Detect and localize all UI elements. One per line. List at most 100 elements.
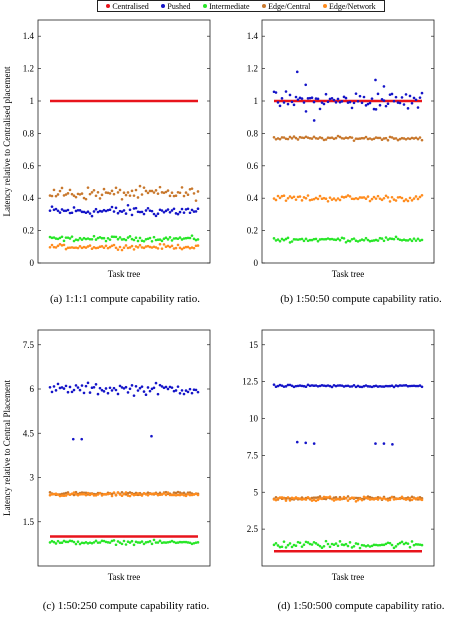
series-edge-central-point — [412, 137, 416, 140]
series-pushed-point — [280, 384, 284, 387]
series-intermediate-point — [110, 539, 114, 543]
series-edge-central-point — [298, 135, 302, 139]
series-pushed-point — [388, 93, 392, 96]
series-pushed-point — [140, 210, 144, 214]
series-intermediate-point — [332, 238, 336, 241]
series-edge-central-point — [274, 496, 278, 499]
caption-c: (c) 1:50:250 compute capability ratio. — [42, 600, 210, 612]
series-pushed-point — [54, 207, 58, 211]
series-edge-network-point — [360, 498, 364, 502]
series-pushed-point — [48, 209, 52, 212]
series-edge-network-point — [104, 492, 108, 496]
series-intermediate-point — [354, 239, 358, 242]
series-edge-network-point — [406, 199, 410, 203]
series-pushed-point — [300, 384, 304, 388]
series-intermediate-point — [404, 541, 408, 545]
series-edge-network-point — [322, 196, 326, 200]
series-pushed-point — [176, 212, 180, 216]
series-intermediate-point — [142, 542, 146, 546]
y-tick-label: 0.2 — [23, 226, 34, 236]
series-edge-network-point — [88, 244, 92, 247]
series-edge-central-point — [96, 190, 100, 194]
plot-frame — [261, 19, 435, 264]
series-pushed-point — [414, 384, 418, 388]
series-intermediate-point — [352, 237, 356, 240]
series-edge-central-point — [174, 491, 178, 495]
series-pushed-point — [76, 386, 80, 389]
series-intermediate-point — [294, 238, 298, 241]
series-pushed-point — [378, 384, 382, 388]
series-edge-central-point — [418, 136, 422, 139]
series-edge-network-point — [160, 493, 164, 496]
series-intermediate-point — [138, 541, 142, 544]
series-edge-network-point — [186, 245, 190, 249]
series-intermediate-point — [396, 542, 400, 546]
series-edge-network-point — [128, 246, 132, 249]
series-pushed-point — [192, 388, 196, 392]
series-edge-network-point — [338, 198, 342, 202]
series-edge-network-point — [174, 246, 178, 250]
series-edge-central-point — [92, 188, 96, 192]
series-pushed-point — [396, 101, 400, 104]
series-edge-network-point — [176, 243, 180, 247]
series-edge-central-point — [294, 136, 298, 140]
series-pushed-point — [304, 385, 308, 389]
series-pushed-point — [358, 385, 362, 389]
series-edge-central-point — [128, 491, 132, 494]
series-edge-network-point — [136, 246, 140, 249]
series-edge-network-point — [76, 493, 80, 497]
series-pushed-outlier — [295, 70, 299, 74]
series-edge-central-point — [372, 137, 376, 141]
series-pushed-point — [380, 385, 384, 388]
series-pushed-point — [188, 387, 192, 391]
series-intermediate-point — [290, 545, 294, 549]
series-pushed-point — [286, 102, 290, 106]
legend-item-edge-network: Edge/Network — [323, 2, 376, 11]
series-pushed-point — [332, 383, 336, 387]
series-intermediate-point — [122, 237, 126, 241]
series-pushed-point — [352, 101, 356, 105]
series-edge-central-point — [100, 193, 104, 197]
series-edge-network-point — [358, 196, 362, 199]
series-intermediate-point — [394, 235, 398, 239]
series-edge-network-point — [316, 498, 320, 502]
series-pushed-point — [192, 210, 196, 213]
series-edge-network-point — [142, 246, 146, 250]
series-pushed-point — [84, 211, 88, 215]
series-edge-central-point — [272, 135, 276, 139]
series-edge-central-point — [320, 136, 324, 140]
series-edge-central-point — [172, 491, 176, 494]
series-edge-network-point — [376, 498, 380, 501]
series-edge-central-point — [190, 187, 194, 190]
series-edge-network-point — [278, 496, 282, 499]
series-edge-network-point — [354, 500, 358, 503]
series-pushed-point — [342, 95, 346, 99]
series-pushed-point — [364, 104, 368, 107]
series-intermediate-point — [48, 541, 52, 544]
series-pushed-outlier — [295, 440, 299, 444]
series-intermediate-point — [150, 542, 154, 546]
series-pushed-point — [108, 208, 112, 212]
series-intermediate-point — [282, 238, 286, 242]
series-pushed-outlier — [374, 78, 377, 82]
series-intermediate-point — [418, 239, 422, 242]
series-intermediate-point — [134, 236, 138, 240]
series-edge-network-point — [58, 494, 62, 498]
series-pushed-point — [340, 384, 344, 387]
series-pushed-point — [82, 210, 86, 214]
series-edge-network-point — [168, 493, 172, 497]
series-pushed-point — [278, 104, 282, 108]
series-edge-network-point — [378, 197, 382, 200]
series-edge-network-point — [116, 248, 120, 251]
series-intermediate-point — [316, 239, 320, 243]
series-pushed-point — [338, 384, 342, 387]
series-pushed-point — [386, 102, 390, 106]
series-edge-network-point — [404, 498, 408, 501]
series-pushed-point — [404, 93, 408, 96]
series-pushed-point — [64, 209, 68, 213]
series-pushed-point — [400, 96, 404, 99]
series-edge-central-point — [398, 137, 402, 141]
series-edge-network-point — [56, 493, 60, 496]
series-edge-central-point — [130, 189, 134, 193]
series-edge-network-point — [114, 493, 118, 497]
